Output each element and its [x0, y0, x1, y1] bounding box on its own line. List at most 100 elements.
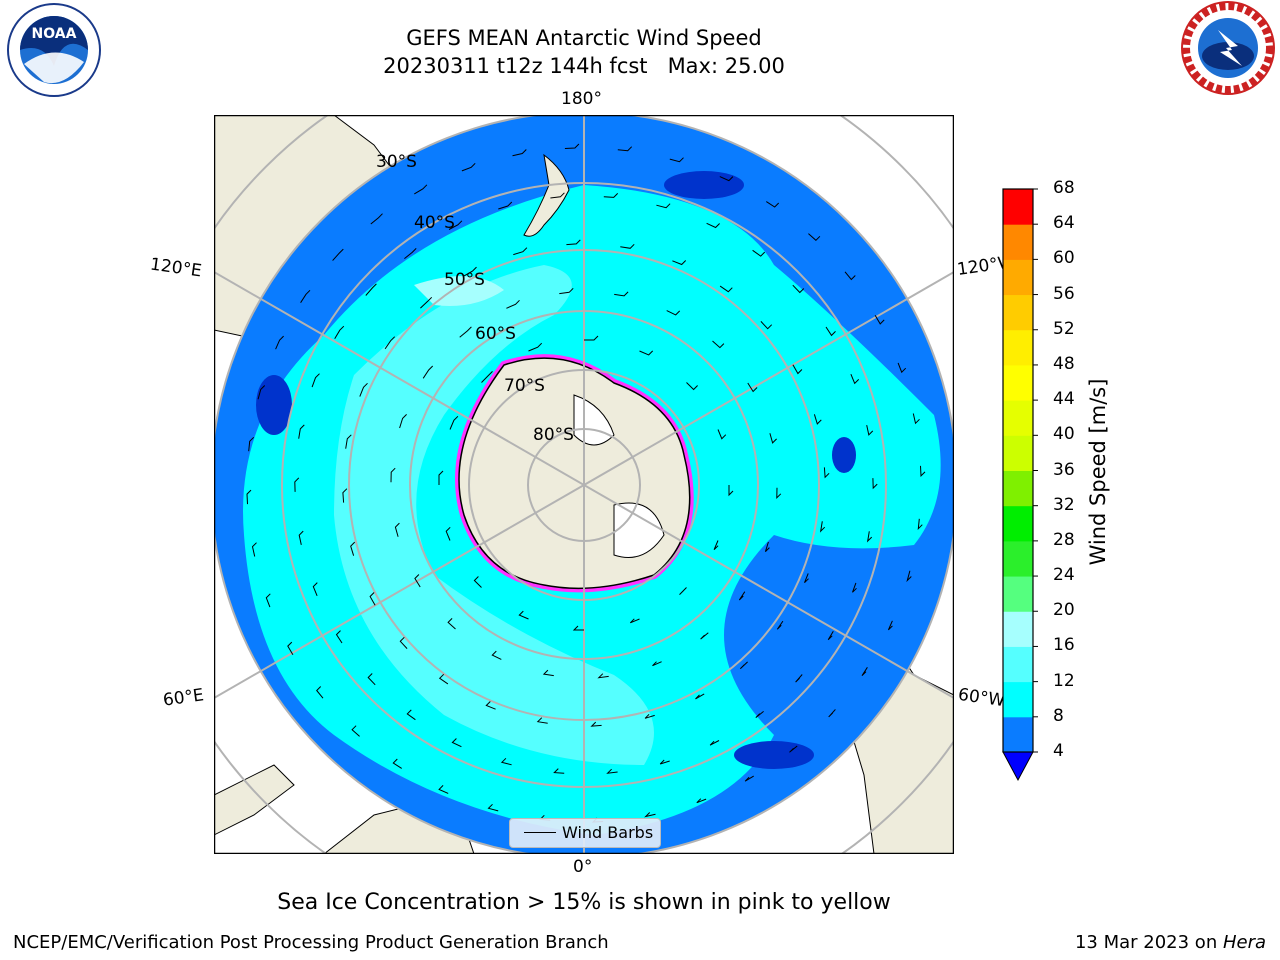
wind-barb	[686, 382, 698, 391]
colorbar-cell	[1003, 364, 1033, 401]
wind-barb	[461, 162, 476, 172]
colorbar-tick-label: 8	[1053, 705, 1064, 726]
wind-barb	[852, 582, 857, 593]
wind-barb	[369, 592, 376, 606]
wind-field-lt4	[256, 375, 292, 435]
wind-barb	[528, 342, 543, 352]
wind-barb	[747, 382, 758, 393]
wind-barb	[603, 193, 619, 198]
wind-barb	[542, 669, 554, 677]
wind-barb	[752, 249, 766, 257]
wind-barb	[828, 709, 836, 718]
wind-barb	[473, 576, 482, 588]
wind-barb	[804, 573, 809, 584]
wind-barb	[792, 364, 803, 375]
wind-barb	[370, 213, 383, 225]
lat-label-70s: 70°S	[504, 376, 545, 396]
wind-barb	[359, 382, 368, 397]
wind-barb	[666, 310, 681, 316]
colorbar-tick-label: 68	[1053, 178, 1075, 198]
colorbar-cell	[1003, 400, 1033, 436]
wind-barb	[844, 271, 856, 281]
noaa-logo: NOAA	[7, 3, 101, 97]
wind-barb	[365, 283, 377, 296]
colorbar-cell	[1003, 716, 1033, 753]
lat-label-80s: 80°S	[533, 425, 574, 445]
wind-barb	[700, 632, 709, 640]
wind-barb	[287, 641, 294, 655]
wind-barb	[769, 433, 777, 444]
wind-barb	[312, 582, 318, 596]
wind-barb	[500, 757, 512, 766]
wind-barb	[316, 686, 324, 699]
wind-barb	[438, 673, 449, 685]
colorbar-tick-label: 4	[1053, 741, 1064, 761]
nws-logo	[1181, 1, 1275, 95]
wind-barb	[920, 465, 926, 478]
colorbar-cell	[1003, 329, 1033, 366]
wind-barb	[294, 477, 300, 492]
wind-barb	[719, 176, 734, 182]
wind-barb	[639, 350, 654, 356]
wind-barb	[394, 522, 400, 537]
wind-barb	[438, 785, 449, 794]
wind-barb	[298, 530, 304, 546]
wind-barb	[776, 487, 782, 500]
wind-barb	[597, 673, 609, 679]
wind-barb	[620, 243, 635, 249]
wind-barb	[789, 745, 798, 753]
colorbar-cell	[1003, 435, 1033, 471]
wind-barb	[672, 260, 687, 266]
wind-barb	[449, 415, 459, 430]
wind-barb	[825, 326, 836, 337]
wind-barb	[487, 803, 499, 812]
colorbar-tick-label: 56	[1053, 283, 1075, 304]
wind-barb	[644, 812, 656, 818]
colorbar-label: Wind Speed [m/s]	[1086, 378, 1110, 566]
colorbar-under-arrow	[1002, 751, 1034, 782]
colorbar-tick-label: 16	[1053, 635, 1075, 656]
wind-barb	[652, 661, 662, 667]
wind-barb	[414, 184, 428, 195]
wind-barb	[866, 531, 873, 543]
wind-barb	[420, 296, 433, 309]
wind-barb	[406, 709, 416, 721]
wind-barb	[342, 488, 348, 503]
sea-ice-caption: Sea Ice Concentration > 15% is shown in …	[277, 890, 891, 915]
wind-barb	[659, 759, 670, 765]
wind-barb	[506, 299, 520, 309]
wind-barb	[644, 713, 655, 719]
wind-barb	[251, 542, 257, 557]
wind-barb	[795, 674, 803, 683]
footer-host: Hera	[1222, 932, 1266, 953]
wind-barb	[248, 436, 255, 452]
wind-barb	[257, 385, 266, 400]
lat-label-60s: 60°S	[475, 324, 516, 344]
lon-label-120e: 120°E	[148, 254, 203, 282]
wind-barb	[553, 768, 565, 774]
wind-barb	[760, 321, 773, 330]
colorbar-cell	[1003, 294, 1033, 331]
wind-barb	[481, 371, 493, 383]
wind-barb	[897, 362, 907, 374]
wind-field-16-20	[414, 276, 504, 306]
wind-barb	[518, 610, 529, 620]
svg-text:NOAA: NOAA	[32, 26, 77, 42]
colorbar-tick-label: 52	[1053, 318, 1075, 339]
legend-line-swatch	[524, 832, 556, 833]
wind-barb	[584, 335, 599, 341]
wind-barb	[392, 758, 402, 769]
wind-barb	[912, 413, 920, 425]
wind-barb	[463, 266, 477, 277]
colorbar-cell	[1003, 259, 1033, 296]
colorbar-tick-label: 12	[1053, 670, 1075, 691]
colorbar	[1002, 188, 1038, 782]
wind-barb	[706, 222, 720, 229]
ice-shelf	[613, 502, 665, 558]
wind-barb	[792, 284, 805, 294]
wind-barb	[712, 340, 725, 349]
wind-barb	[422, 365, 434, 379]
colorbar-tick-label: 44	[1053, 389, 1075, 410]
graticule	[214, 115, 954, 854]
wind-barb	[512, 149, 527, 157]
